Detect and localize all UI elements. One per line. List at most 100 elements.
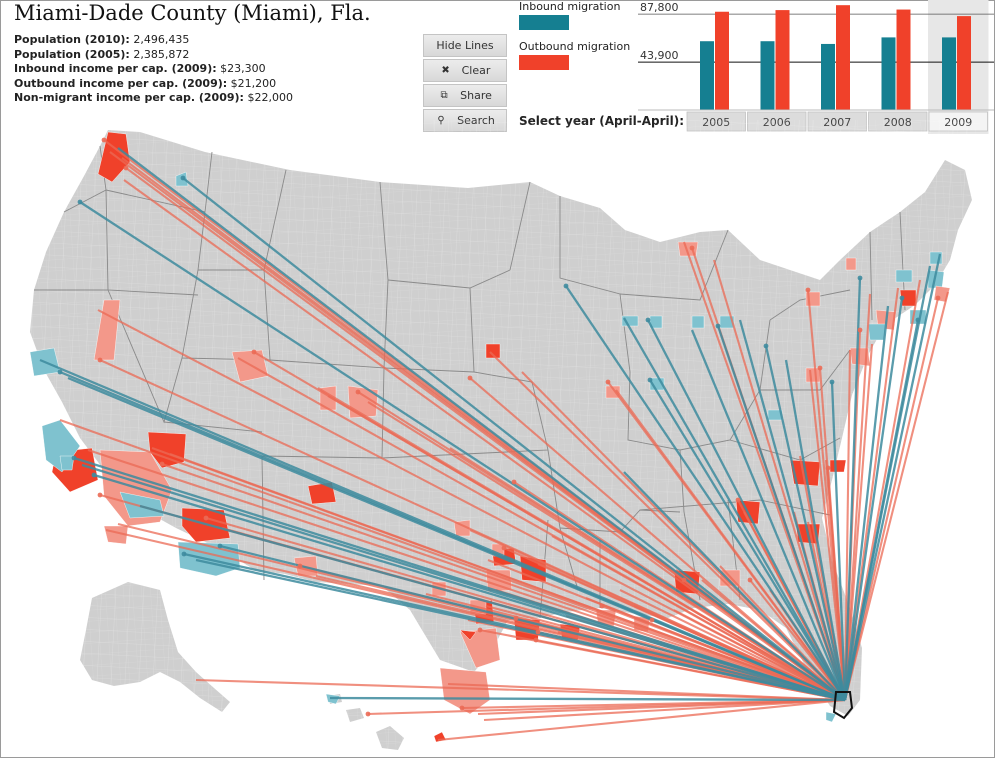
county[interactable]: [825, 711, 837, 723]
stat-value: 2,385,872: [133, 47, 190, 61]
outbound-line[interactable]: [826, 467, 847, 701]
line-endpoint: [101, 137, 107, 143]
bar-outbound[interactable]: [957, 16, 971, 110]
state-border: [639, 499, 831, 516]
bar-inbound[interactable]: [760, 41, 775, 110]
inbound-line[interactable]: [716, 325, 847, 701]
county[interactable]: [621, 315, 639, 327]
hide-lines-button[interactable]: Hide Lines: [423, 34, 507, 57]
outbound-line[interactable]: [437, 698, 846, 742]
miami-dade-marker[interactable]: [832, 691, 854, 720]
county[interactable]: [459, 629, 477, 641]
inbound-line[interactable]: [738, 319, 847, 701]
inbound-line[interactable]: [329, 696, 846, 702]
outbound-line[interactable]: [843, 297, 940, 701]
outbound-line[interactable]: [489, 351, 846, 701]
inbound-line[interactable]: [623, 317, 846, 701]
line-endpoint: [71, 455, 77, 461]
outbound-line[interactable]: [551, 535, 846, 701]
county[interactable]: [895, 269, 913, 283]
line-endpoint: [203, 515, 209, 521]
inbound-line[interactable]: [649, 379, 846, 701]
outbound-line[interactable]: [161, 463, 846, 701]
outbound-line[interactable]: [615, 389, 846, 701]
line-endpoint: [217, 543, 223, 549]
inbound-line[interactable]: [117, 147, 846, 701]
legend-outbound-swatch: [519, 55, 569, 70]
inbound-line[interactable]: [690, 329, 847, 701]
state-border: [760, 349, 851, 391]
county[interactable]: [867, 323, 887, 341]
bar-outbound[interactable]: [715, 11, 729, 110]
county[interactable]: [59, 455, 75, 471]
inbound-line[interactable]: [646, 319, 847, 701]
inbound-line[interactable]: [623, 471, 846, 701]
outbound-line[interactable]: [749, 579, 846, 701]
county[interactable]: [805, 367, 821, 383]
inbound-line[interactable]: [843, 277, 862, 701]
outbound-line[interactable]: [712, 259, 847, 701]
inbound-line[interactable]: [843, 319, 920, 701]
inbound-line[interactable]: [843, 253, 942, 701]
outbound-line[interactable]: [327, 395, 846, 701]
inbound-line[interactable]: [195, 558, 846, 702]
outbound-line[interactable]: [487, 559, 846, 701]
inbound-line[interactable]: [843, 305, 890, 701]
bar-inbound[interactable]: [821, 43, 835, 110]
stat-value: 2,496,435: [133, 33, 190, 46]
bar-outbound[interactable]: [836, 5, 850, 111]
line-endpoint: [180, 175, 186, 181]
bar-outbound[interactable]: [775, 10, 790, 110]
state-border: [869, 231, 873, 321]
outbound-line[interactable]: [843, 291, 950, 701]
line-endpoint: [825, 465, 831, 471]
county[interactable]: [119, 491, 165, 519]
bar-inbound[interactable]: [942, 37, 956, 111]
outbound-line[interactable]: [843, 343, 874, 701]
inbound-line[interactable]: [843, 297, 904, 701]
inbound-line[interactable]: [565, 285, 846, 701]
county[interactable]: [97, 131, 131, 183]
share-button[interactable]: ⧉ Share: [423, 84, 507, 107]
inbound-line[interactable]: [784, 359, 847, 701]
outbound-line[interactable]: [87, 449, 846, 701]
inbound-line[interactable]: [182, 177, 846, 701]
county[interactable]: [93, 299, 121, 361]
bar-outbound[interactable]: [896, 9, 911, 111]
outbound-line[interactable]: [673, 609, 846, 701]
county[interactable]: [829, 459, 847, 473]
outbound-line[interactable]: [619, 589, 846, 701]
outbound-line[interactable]: [367, 698, 846, 716]
inbound-line[interactable]: [764, 345, 847, 701]
county[interactable]: [845, 257, 857, 271]
clear-button[interactable]: ✖ Clear: [423, 59, 507, 82]
line-endpoint: [735, 497, 741, 503]
county-stats: Population (2010): 2,496,435 Population …: [14, 33, 293, 106]
outbound-line[interactable]: [483, 698, 846, 722]
bar-inbound[interactable]: [881, 37, 896, 111]
migration-map[interactable]: [0, 120, 995, 756]
inbound-line[interactable]: [219, 544, 846, 702]
line-endpoint: [97, 357, 103, 363]
stat-label: Outbound income per cap. (2009):: [14, 76, 228, 90]
stat-nonmigrant-income: Non-migrant income per cap. (2009): $22,…: [14, 91, 293, 106]
outbound-line[interactable]: [123, 179, 846, 701]
county[interactable]: [485, 343, 501, 359]
inbound-line[interactable]: [830, 381, 847, 701]
share-label: Share: [460, 89, 492, 102]
bar-inbound[interactable]: [700, 41, 714, 110]
line-endpoint: [477, 627, 483, 633]
line-endpoint: [605, 379, 611, 385]
outbound-line[interactable]: [59, 419, 846, 701]
outbound-line[interactable]: [195, 678, 846, 702]
inbound-line[interactable]: [79, 201, 846, 701]
county[interactable]: [147, 431, 187, 469]
inbound-line[interactable]: [67, 376, 846, 702]
outbound-line[interactable]: [843, 349, 852, 701]
county[interactable]: [691, 315, 705, 329]
line-endpoint: [77, 199, 83, 205]
inbound-line[interactable]: [93, 473, 846, 702]
outbound-line[interactable]: [808, 369, 847, 701]
inbound-line[interactable]: [139, 504, 846, 702]
